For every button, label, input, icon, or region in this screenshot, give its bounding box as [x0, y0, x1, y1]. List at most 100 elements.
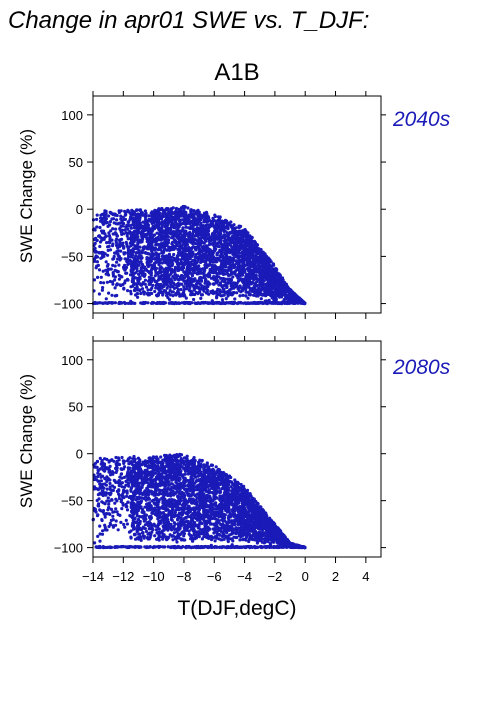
scatter-point: [178, 282, 182, 286]
scatter-point: [201, 252, 205, 256]
scatter-point: [120, 237, 124, 241]
scatter-point: [135, 285, 139, 289]
scatter-point: [158, 246, 162, 250]
scatter-point: [101, 222, 105, 226]
scatter-point: [144, 268, 148, 272]
scatter-point: [227, 273, 231, 278]
scatter-point: [140, 262, 144, 266]
scatter-point: [208, 242, 212, 246]
scatter-point: [115, 234, 119, 238]
scatter-point: [207, 275, 211, 279]
scatter-point: [211, 238, 215, 242]
scatter-point: [162, 274, 166, 278]
scatter-point: [132, 217, 136, 221]
scatter-point: [148, 218, 152, 222]
scatter-point: [144, 285, 149, 289]
scatter-point: [166, 279, 170, 283]
scatter-point: [175, 224, 180, 228]
scatter-point: [141, 270, 145, 274]
scatter-point: [283, 301, 287, 305]
scatter-point: [217, 268, 221, 272]
scatter-point: [228, 288, 232, 292]
scatter-point: [229, 244, 233, 248]
scatter-point: [139, 291, 143, 296]
scatter-point: [107, 291, 111, 295]
scatter-point: [226, 226, 230, 230]
scatter-point: [177, 236, 181, 240]
scatter-point: [141, 290, 146, 294]
scatter-point: [146, 288, 150, 292]
scatter-point: [243, 279, 247, 283]
scatter-point: [110, 244, 115, 248]
scatter-point: [102, 281, 106, 285]
scatter-point: [174, 232, 179, 236]
scatter-point: [159, 243, 163, 247]
scatter-point: [93, 241, 97, 245]
scatter-point: [219, 250, 223, 254]
scatter-point: [168, 245, 173, 250]
scatter-point: [183, 301, 188, 305]
scatter-point: [264, 294, 268, 298]
scatter-point: [190, 224, 194, 228]
scatter-point: [120, 275, 124, 279]
scatter-point: [187, 245, 191, 250]
scatter-point: [153, 261, 157, 265]
scatter-point: [197, 286, 202, 291]
scatter-point: [202, 220, 206, 224]
scatter-point: [129, 226, 133, 230]
scatter-point: [260, 293, 264, 297]
scatter-point: [191, 284, 195, 288]
scatter-point: [280, 279, 284, 283]
scatter-point: [166, 207, 170, 211]
y-tick-label: −50: [61, 249, 83, 264]
scatter-point: [147, 214, 151, 218]
scatter-point: [185, 265, 189, 269]
scatter-point: [134, 215, 139, 219]
scatter-point: [207, 263, 211, 267]
scatter-point: [197, 249, 201, 253]
scatter-point: [156, 211, 160, 215]
scatter-point: [105, 241, 109, 245]
scatter-point: [220, 261, 224, 266]
scatter-point: [143, 278, 147, 282]
scatter-point: [128, 273, 133, 277]
scatter-point: [226, 233, 230, 237]
scatter-point: [188, 214, 192, 219]
scatter-point: [108, 210, 112, 214]
scatter-point: [113, 286, 117, 290]
scatter-point: [151, 266, 155, 270]
scatter-point: [104, 260, 108, 264]
scatter-point: [196, 301, 200, 305]
scatter-point: [187, 253, 191, 257]
scatter-point: [181, 266, 185, 270]
scatter-point: [258, 269, 262, 273]
scatter-point: [184, 270, 188, 274]
scatter-point: [126, 251, 130, 255]
scatter-point: [98, 244, 102, 249]
scatter-point: [219, 229, 223, 233]
scatter-point: [197, 290, 201, 294]
scatter-point: [299, 299, 303, 303]
scatter-point: [188, 261, 193, 265]
scatter-point: [258, 282, 262, 286]
scatter-point: [101, 286, 105, 290]
scatter-point: [207, 257, 211, 261]
scatter-point: [161, 229, 165, 233]
scatter-point: [249, 241, 253, 245]
scatter-point: [97, 292, 101, 296]
period-label-2040s: 2040s: [392, 108, 451, 131]
scatter-point: [95, 301, 99, 305]
scatter-point: [203, 281, 207, 285]
scatter-point: [220, 285, 224, 289]
scatter-point: [106, 253, 110, 257]
scatter-point: [99, 281, 103, 285]
scatter-point: [133, 276, 137, 280]
scatter-point: [234, 269, 238, 273]
scatter-point: [238, 294, 242, 298]
scatter-point: [140, 231, 144, 235]
scatter-point: [118, 283, 122, 287]
scatter-point: [123, 301, 127, 306]
scatter-point: [225, 253, 229, 257]
scatter-point: [134, 226, 139, 230]
